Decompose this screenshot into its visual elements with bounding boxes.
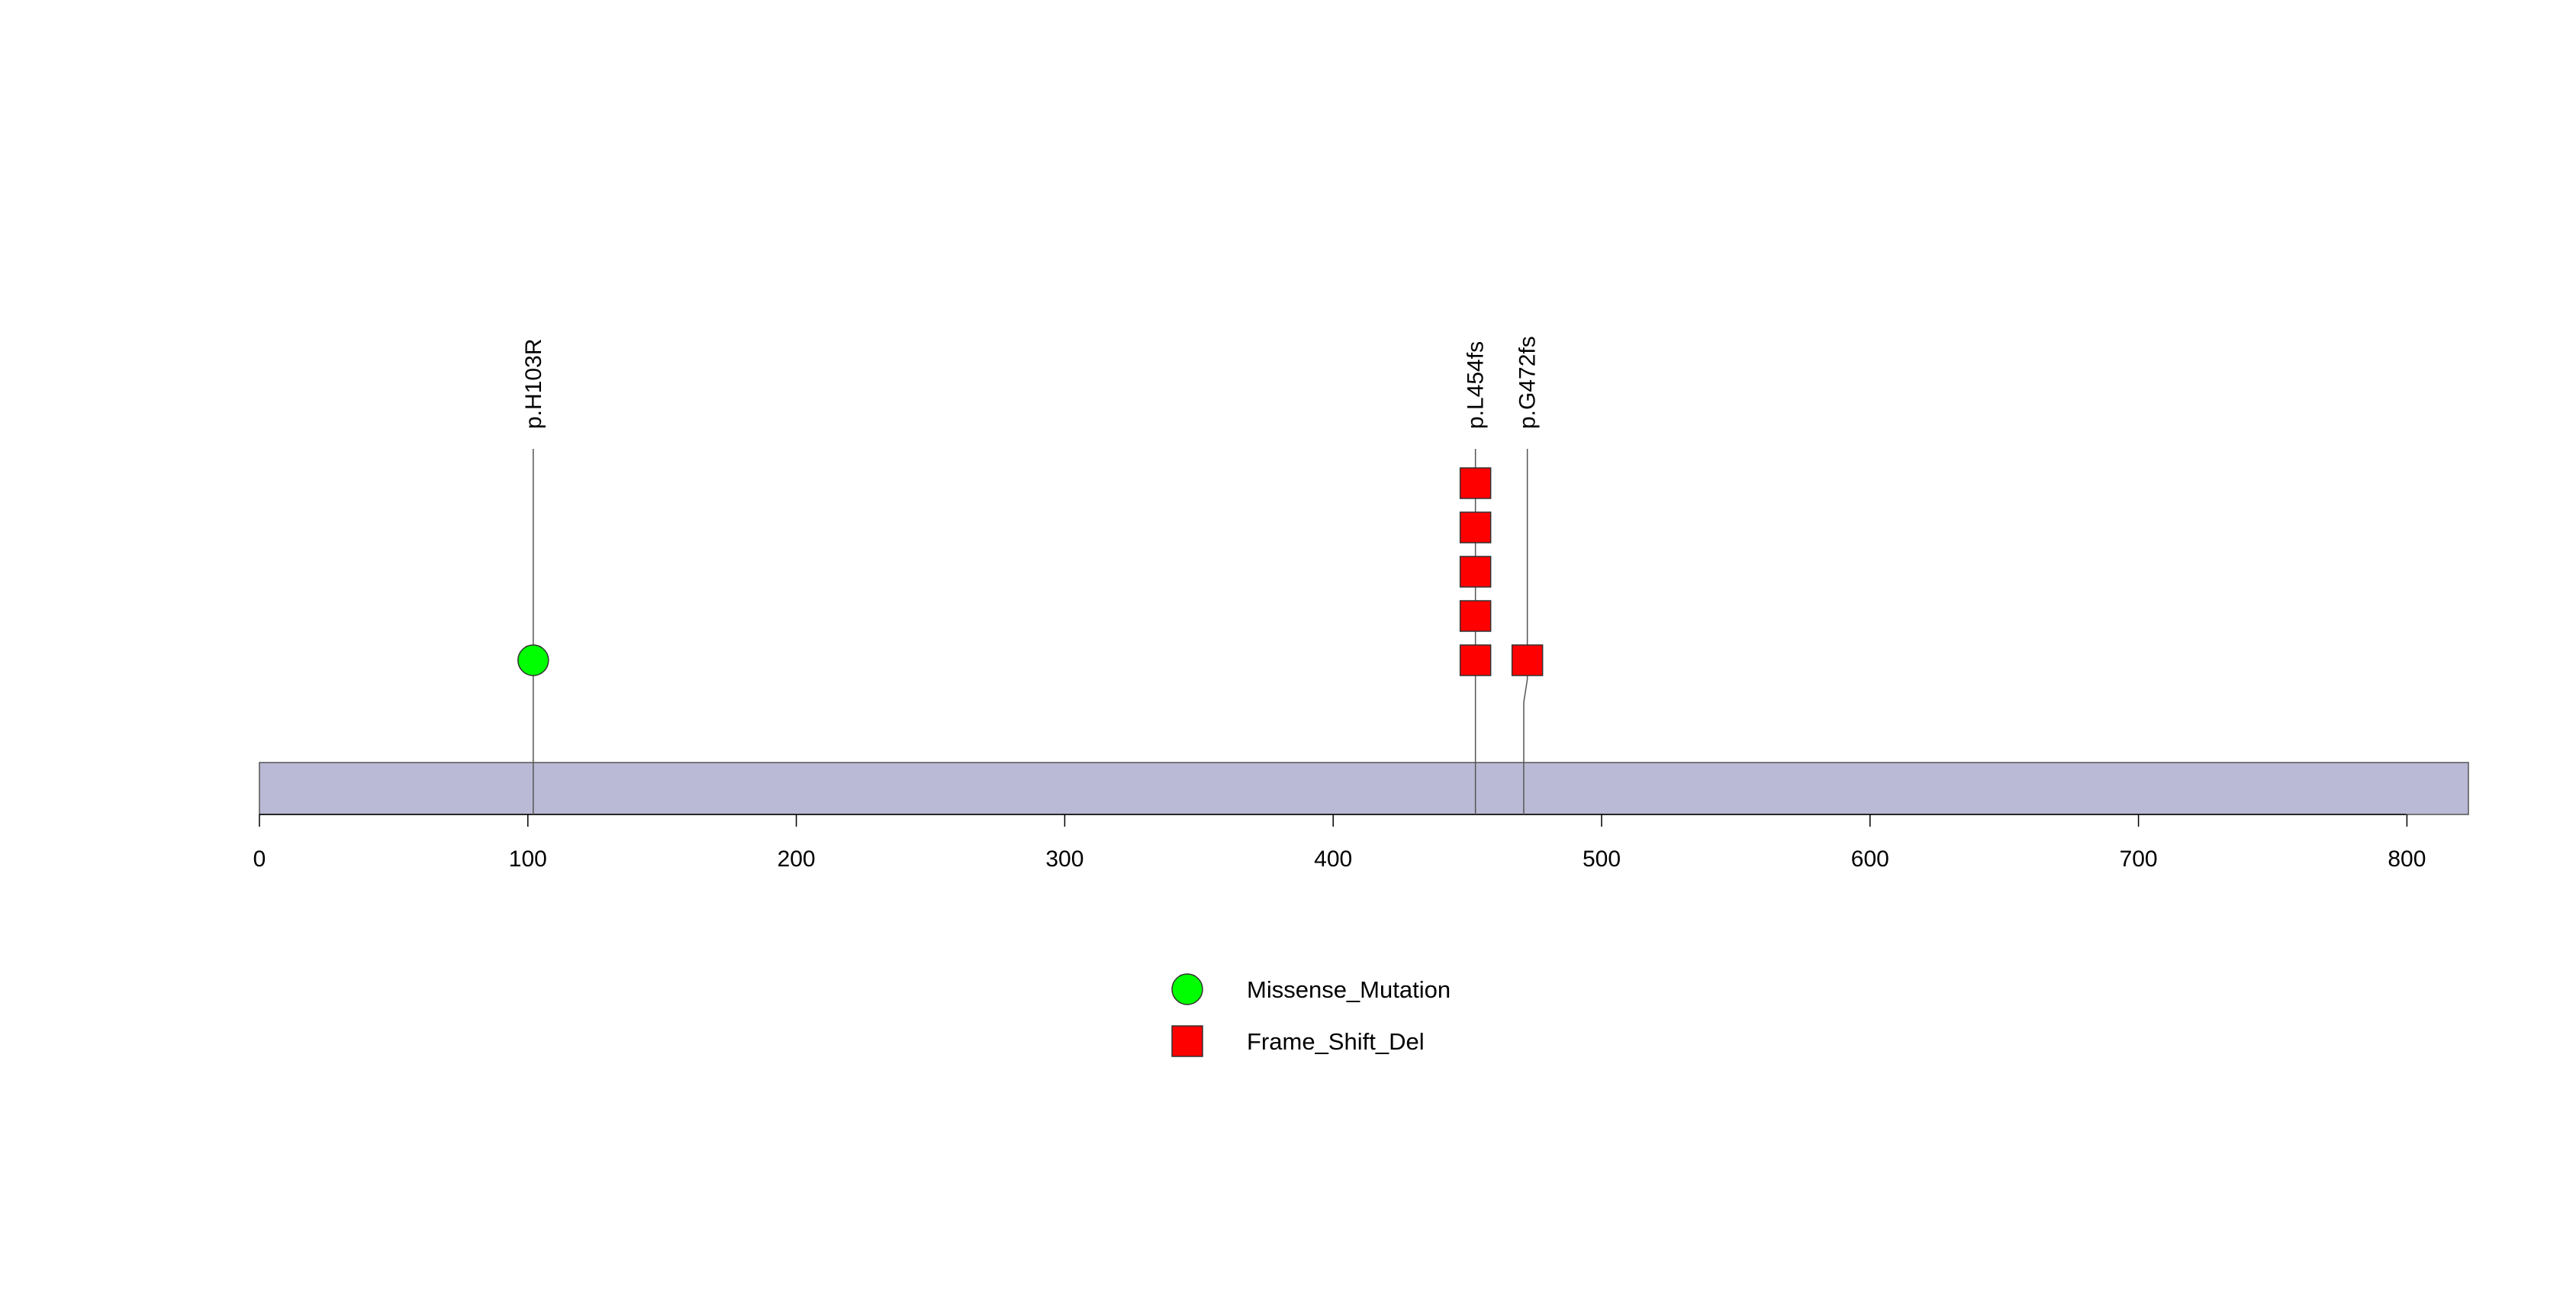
legend-frameshift-symbol bbox=[1171, 1025, 1203, 1057]
legend-label: Frame_Shift_Del bbox=[1247, 1028, 1425, 1055]
mutation-stem bbox=[1523, 449, 1528, 814]
frameshift-marker bbox=[1511, 644, 1544, 676]
x-tick-label: 300 bbox=[1045, 847, 1084, 872]
missense-marker bbox=[517, 644, 549, 676]
x-tick-label: 400 bbox=[1314, 847, 1352, 872]
x-tick-label: 800 bbox=[2388, 847, 2426, 872]
mutation-labels: p.H103R p.L454fs p.G472fs bbox=[521, 336, 1541, 429]
mutation-label: p.L454fs bbox=[1463, 341, 1489, 429]
x-axis-ticks: 0 100 200 300 400 500 600 700 800 bbox=[253, 814, 2426, 872]
frameshift-marker bbox=[1459, 511, 1492, 543]
x-tick-label: 200 bbox=[778, 847, 816, 872]
x-tick-label: 700 bbox=[2120, 847, 2158, 872]
frameshift-marker bbox=[1459, 467, 1492, 499]
x-tick-label: 500 bbox=[1583, 847, 1621, 872]
x-tick-label: 100 bbox=[509, 847, 547, 872]
x-tick-label: 0 bbox=[253, 847, 266, 872]
mutation-markers bbox=[517, 467, 1544, 676]
legend-label: Missense_Mutation bbox=[1247, 976, 1451, 1003]
legend: Missense_Mutation Frame_Shift_Del bbox=[1171, 973, 1451, 1057]
frameshift-marker bbox=[1459, 644, 1492, 676]
mutation-label: p.G472fs bbox=[1515, 336, 1541, 429]
frameshift-marker bbox=[1459, 600, 1492, 632]
mutation-stems bbox=[533, 449, 1528, 814]
mutation-label: p.H103R bbox=[521, 339, 546, 429]
x-tick-label: 600 bbox=[1851, 847, 1889, 872]
legend-missense-symbol bbox=[1171, 973, 1203, 1005]
frameshift-marker bbox=[1459, 556, 1492, 588]
protein-domain-bar bbox=[259, 762, 2469, 815]
